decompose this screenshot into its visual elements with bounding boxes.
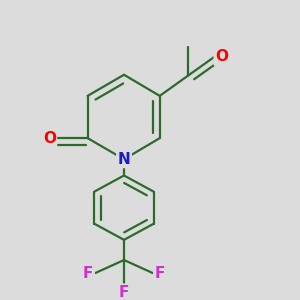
Text: F: F <box>154 266 165 280</box>
Text: N: N <box>118 152 130 167</box>
Text: F: F <box>83 266 93 280</box>
Text: O: O <box>215 50 228 64</box>
Text: O: O <box>43 130 56 146</box>
Text: F: F <box>119 285 129 300</box>
